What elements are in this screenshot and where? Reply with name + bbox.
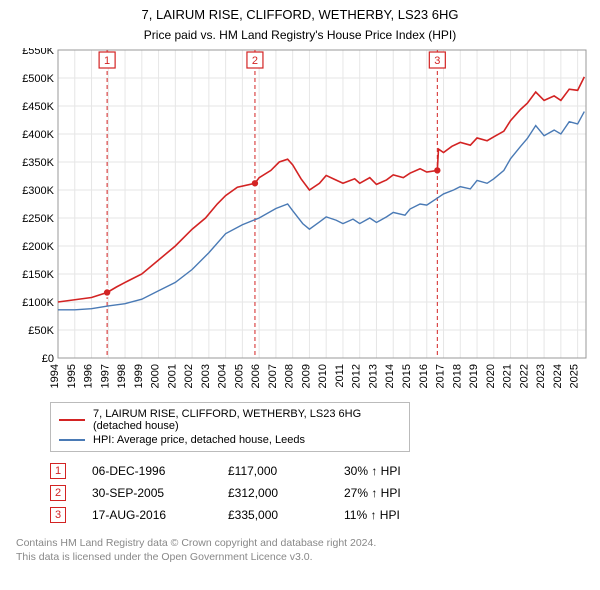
y-tick-label: £450K <box>22 101 54 113</box>
x-tick-label: 2024 <box>552 364 564 388</box>
legend-swatch <box>59 439 85 441</box>
event-row: 1 06-DEC-1996 £117,000 30% ↑ HPI <box>50 460 590 482</box>
x-tick-label: 2017 <box>435 364 447 388</box>
event-row: 3 17-AUG-2016 £335,000 11% ↑ HPI <box>50 504 590 526</box>
page: 7, LAIRUM RISE, CLIFFORD, WETHERBY, LS23… <box>0 0 600 572</box>
x-tick-label: 2004 <box>217 364 229 388</box>
x-tick-label: 2009 <box>300 364 312 388</box>
x-tick-label: 2012 <box>351 364 363 388</box>
x-tick-label: 2005 <box>233 364 245 388</box>
event-marker-num: 2 <box>252 55 258 67</box>
x-tick-label: 2001 <box>166 364 178 388</box>
x-tick-label: 2021 <box>502 364 514 388</box>
event-date: 06-DEC-1996 <box>92 464 202 478</box>
x-tick-label: 2002 <box>183 364 195 388</box>
chart: £0 £50K £100K £150K £200K £250K £300K £350K £400… <box>8 48 592 396</box>
events-table: 1 06-DEC-1996 £117,000 30% ↑ HPI 2 30-SEP-200… <box>50 460 590 526</box>
event-date: 17-AUG-2016 <box>92 508 202 522</box>
x-tick-label: 1994 <box>49 364 61 388</box>
x-tick-label: 2020 <box>485 364 497 388</box>
x-tick-label: 1999 <box>133 364 145 388</box>
x-tick-label: 2016 <box>418 364 430 388</box>
x-tick-label: 2008 <box>284 364 296 388</box>
legend: 7, LAIRUM RISE, CLIFFORD, WETHERBY, LS23… <box>50 402 410 452</box>
x-tick-label: 2013 <box>367 364 379 388</box>
y-tick-label: £550K <box>22 48 54 57</box>
event-row: 2 30-SEP-2005 £312,000 27% ↑ HPI <box>50 482 590 504</box>
x-tick-label: 2003 <box>200 364 212 388</box>
y-tick-label: £300K <box>22 185 54 197</box>
event-delta: 27% ↑ HPI <box>344 486 454 500</box>
y-tick-label: £0 <box>42 353 54 365</box>
footnote-line-1: Contains HM Land Registry data © Crown c… <box>16 536 590 550</box>
x-tick-label: 2006 <box>250 364 262 388</box>
event-price: £117,000 <box>228 464 318 478</box>
legend-row: HPI: Average price, detached house, Leed… <box>59 433 401 447</box>
chart-subtitle: Price paid vs. HM Land Registry's House … <box>8 28 592 42</box>
event-delta: 11% ↑ HPI <box>344 508 454 522</box>
x-tick-label: 2000 <box>150 364 162 388</box>
x-tick-label: 1997 <box>99 364 111 388</box>
y-tick-label: £400K <box>22 129 54 141</box>
x-tick-label: 2022 <box>518 364 530 388</box>
x-tick-label: 2019 <box>468 364 480 388</box>
chart-svg: £0 £50K £100K £150K £200K £250K £300K £350K £400… <box>8 48 592 396</box>
event-marker-num: 1 <box>104 55 110 67</box>
event-delta: 30% ↑ HPI <box>344 464 454 478</box>
y-tick-label: £500K <box>22 73 54 85</box>
x-tick-label: 2025 <box>569 364 581 388</box>
y-tick-label: £50K <box>28 325 54 337</box>
series-property <box>58 76 584 301</box>
event-price: £312,000 <box>228 486 318 500</box>
event-marker-num: 3 <box>434 55 440 67</box>
x-tick-label: 2011 <box>334 364 346 388</box>
x-tick-label: 1998 <box>116 364 128 388</box>
legend-label: 7, LAIRUM RISE, CLIFFORD, WETHERBY, LS23… <box>93 408 401 432</box>
x-tick-label: 2018 <box>451 364 463 388</box>
event-row-num-box: 1 <box>50 463 66 479</box>
x-tick-label: 2010 <box>317 364 329 388</box>
event-date: 30-SEP-2005 <box>92 486 202 500</box>
chart-title: 7, LAIRUM RISE, CLIFFORD, WETHERBY, LS23… <box>8 6 592 24</box>
y-tick-label: £150K <box>22 269 54 281</box>
y-tick-label: £250K <box>22 213 54 225</box>
x-tick-label: 1996 <box>83 364 95 388</box>
x-tick-label: 2023 <box>535 364 547 388</box>
footnote: Contains HM Land Registry data © Crown c… <box>16 536 590 564</box>
event-price: £335,000 <box>228 508 318 522</box>
x-tick-label: 1995 <box>66 364 78 388</box>
y-tick-label: £350K <box>22 157 54 169</box>
y-tick-label: £200K <box>22 241 54 253</box>
footnote-line-2: This data is licensed under the Open Gov… <box>16 550 590 564</box>
legend-label: HPI: Average price, detached house, Leed… <box>93 434 305 446</box>
y-tick-label: £100K <box>22 297 54 309</box>
legend-swatch <box>59 419 85 421</box>
event-row-num-box: 3 <box>50 507 66 523</box>
legend-row: 7, LAIRUM RISE, CLIFFORD, WETHERBY, LS23… <box>59 407 401 433</box>
x-tick-label: 2014 <box>384 364 396 388</box>
x-tick-label: 2007 <box>267 364 279 388</box>
event-row-num-box: 2 <box>50 485 66 501</box>
series-hpi <box>58 111 584 309</box>
x-tick-label: 2015 <box>401 364 413 388</box>
